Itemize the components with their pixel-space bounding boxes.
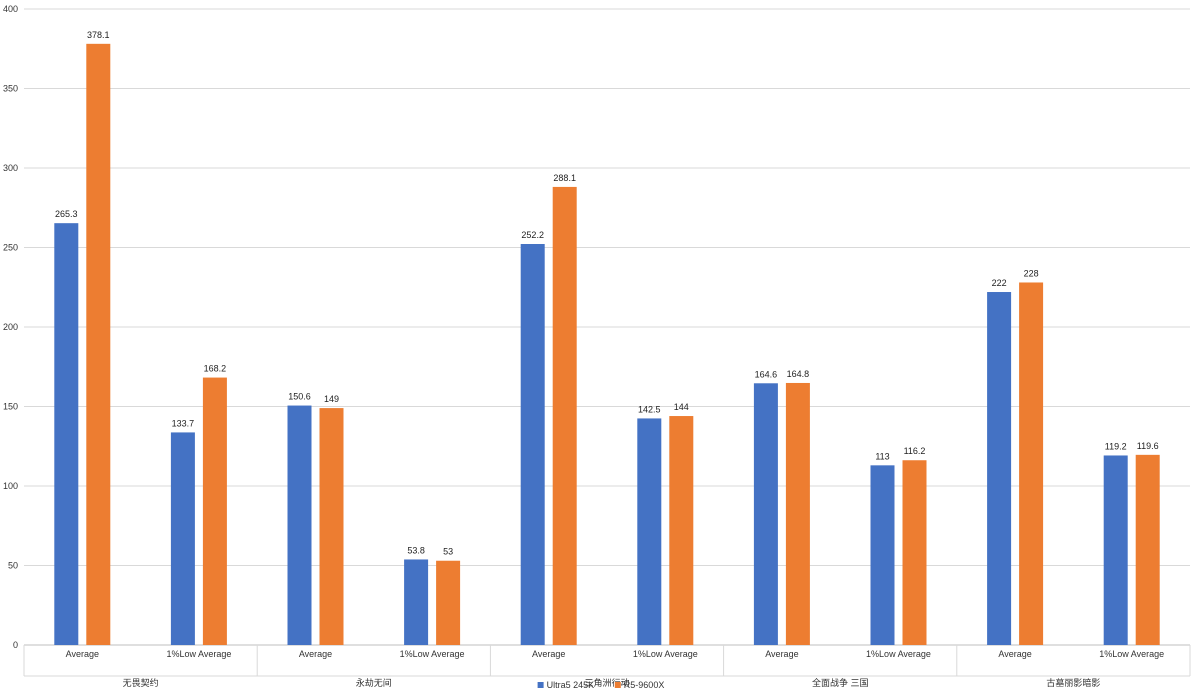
data-label: 164.6	[755, 369, 778, 379]
y-tick-label: 50	[8, 561, 18, 571]
bar	[637, 418, 662, 645]
bar	[987, 292, 1012, 645]
category-label: 1%Low Average	[633, 649, 698, 659]
bar	[870, 465, 895, 645]
data-label: 228	[1024, 268, 1039, 278]
data-label: 378.1	[87, 30, 110, 40]
group-label: 全面战争 三国	[812, 677, 869, 688]
bar	[54, 223, 79, 645]
data-label: 116.2	[904, 446, 926, 456]
bar	[902, 460, 927, 645]
data-label: 265.3	[55, 209, 78, 219]
data-label: 133.7	[172, 418, 195, 428]
y-tick-label: 250	[3, 243, 18, 253]
legend-label: R5-9600X	[624, 680, 665, 690]
group-label: 无畏契约	[123, 677, 159, 688]
category-label: 1%Low Average	[400, 649, 465, 659]
bar	[753, 383, 778, 645]
data-label: 168.2	[204, 364, 227, 374]
category-label: Average	[66, 649, 99, 659]
bar	[1019, 282, 1044, 645]
bar	[785, 382, 810, 645]
y-tick-label: 100	[3, 481, 18, 491]
data-label: 53.8	[407, 545, 425, 555]
data-label: 53	[443, 547, 453, 557]
data-label: 142.5	[638, 404, 661, 414]
data-label: 113	[875, 451, 889, 461]
y-tick-label: 350	[3, 84, 18, 94]
data-label: 119.6	[1137, 441, 1159, 451]
bar	[86, 43, 111, 646]
group-label: 三角洲行动	[584, 677, 629, 688]
y-tick-label: 200	[3, 322, 18, 332]
category-label: 1%Low Average	[1099, 649, 1164, 659]
data-label: 222	[992, 278, 1007, 288]
y-tick-label: 400	[3, 4, 18, 14]
data-label: 119.2	[1105, 441, 1127, 451]
bar	[287, 405, 312, 645]
bar	[319, 408, 344, 645]
bar	[404, 559, 429, 645]
category-label: Average	[299, 649, 332, 659]
bar	[436, 560, 461, 645]
category-label: 1%Low Average	[166, 649, 231, 659]
legend-swatch	[537, 682, 544, 688]
data-label: 288.1	[553, 173, 576, 183]
group-label: 永劫无间	[356, 677, 392, 688]
legend-swatch	[614, 682, 621, 688]
data-label: 164.8	[787, 369, 810, 379]
category-label: Average	[765, 649, 798, 659]
data-label: 150.6	[288, 392, 311, 402]
bar	[202, 377, 227, 645]
group-label: 古墓丽影暗影	[1046, 677, 1100, 688]
data-label: 144	[674, 402, 689, 412]
bar	[1135, 454, 1160, 645]
bar	[170, 432, 195, 645]
data-label: 149	[324, 394, 339, 404]
y-tick-label: 300	[3, 163, 18, 173]
bar	[552, 186, 577, 645]
data-label: 252.2	[521, 230, 544, 240]
bar	[520, 244, 545, 645]
category-label: Average	[998, 649, 1031, 659]
bar	[669, 416, 694, 645]
legend-label: Ultra5 245K	[547, 680, 595, 690]
bar	[1103, 455, 1128, 645]
category-label: 1%Low Average	[866, 649, 931, 659]
category-label: Average	[532, 649, 565, 659]
y-tick-label: 0	[13, 640, 18, 650]
y-tick-label: 150	[3, 402, 18, 412]
